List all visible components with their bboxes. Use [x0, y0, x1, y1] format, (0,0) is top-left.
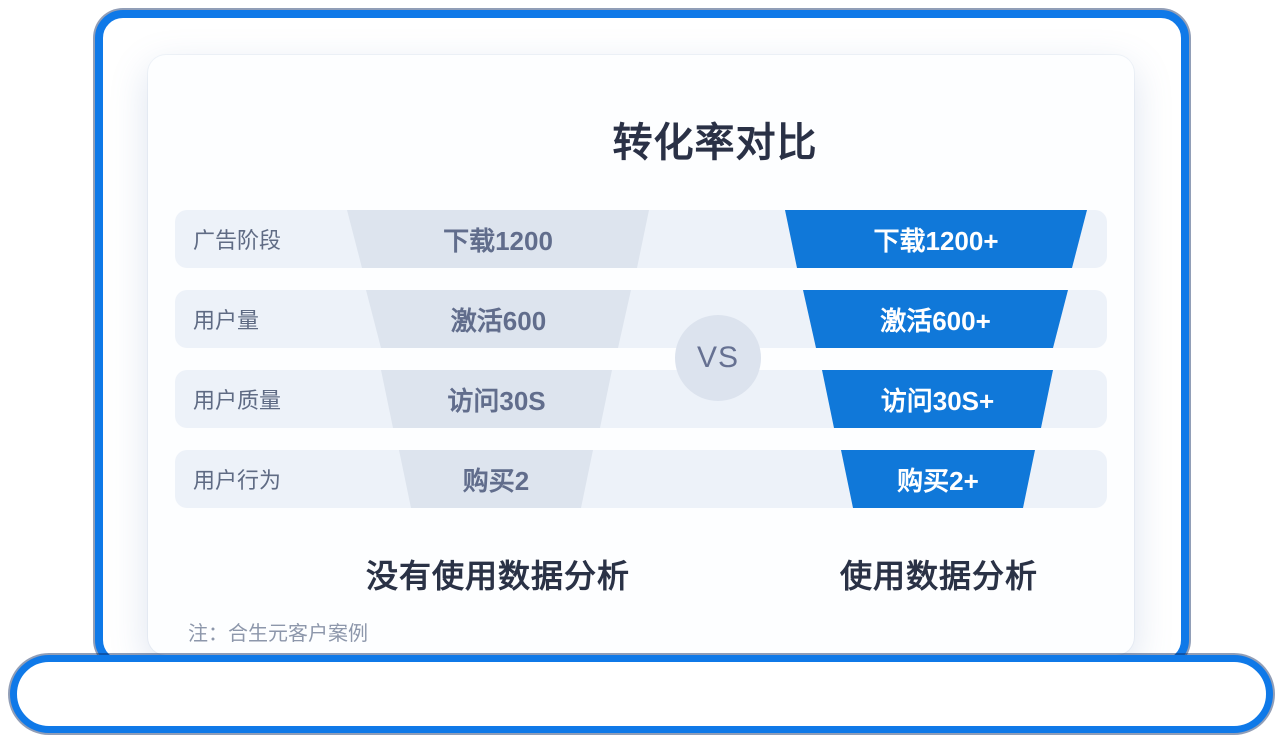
funnel-row-user-volume: 用户量 激活600 激活600+ [175, 290, 1107, 348]
caption-without-analytics: 没有使用数据分析 [365, 558, 630, 594]
comparison-card [148, 55, 1134, 655]
caption-with-analytics: 使用数据分析 [839, 558, 1038, 594]
funnel-row-user-behavior: 用户行为 购买2 购买2+ [175, 450, 1107, 508]
laptop-base-bar [10, 655, 1273, 733]
without-analytics-trapezoid: 访问30S [381, 370, 612, 428]
without-analytics-trapezoid: 购买2 [399, 450, 593, 508]
stage-label: 广告阶段 [193, 228, 282, 253]
stage-label: 用户行为 [193, 468, 282, 493]
with-analytics-trapezoid: 购买2+ [841, 450, 1035, 508]
with-analytics-trapezoid: 访问30S+ [822, 370, 1053, 428]
chart-title: 转化率对比 [612, 121, 818, 165]
with-analytics-trapezoid: 下载1200+ [785, 210, 1087, 268]
stage-label: 用户质量 [193, 388, 282, 413]
footnote: 注：合生元客户案例 [188, 623, 368, 645]
without-analytics-trapezoid: 激活600 [366, 290, 631, 348]
with-analytics-trapezoid: 激活600+ [803, 290, 1068, 348]
without-analytics-trapezoid: 下载1200 [347, 210, 649, 268]
funnel-row-ad-stage: 广告阶段 下载1200 下载1200+ [175, 210, 1107, 268]
stage-label: 用户量 [193, 308, 260, 333]
funnel-row-user-quality: 用户质量 访问30S 访问30S+ [175, 370, 1107, 428]
vs-badge: VS [675, 315, 761, 401]
